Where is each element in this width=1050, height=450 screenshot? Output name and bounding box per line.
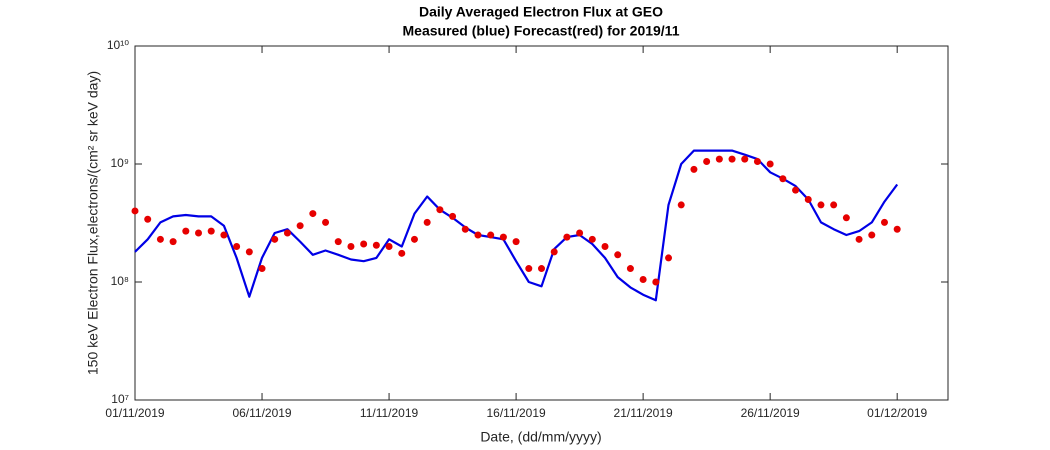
series-marker [487, 231, 495, 239]
series-marker [576, 229, 584, 237]
series-marker [207, 227, 215, 235]
series-marker [893, 225, 901, 233]
series-marker [449, 212, 457, 220]
y-tick-label: 10⁸ [111, 274, 129, 288]
series-marker [385, 242, 393, 250]
y-tick-label: 10⁹ [111, 156, 130, 170]
series-marker [601, 242, 609, 250]
series-marker [245, 248, 253, 256]
series-marker [690, 165, 698, 173]
series-marker [334, 238, 342, 246]
series-marker [372, 241, 380, 249]
series-marker [766, 160, 774, 168]
series-marker [512, 238, 520, 246]
series-marker [195, 229, 203, 237]
series-marker [322, 218, 330, 226]
series-marker [410, 235, 418, 243]
series-marker [347, 242, 355, 250]
chart-subtitle: Measured (blue) Forecast(red) for 2019/1… [403, 23, 680, 39]
series-marker [169, 238, 177, 246]
series-marker [792, 186, 800, 194]
series-marker [779, 175, 787, 183]
series-marker [233, 242, 241, 250]
series-marker [639, 275, 647, 283]
series-marker [855, 235, 863, 243]
series-marker [436, 206, 444, 214]
series-marker [144, 215, 152, 223]
series-marker [817, 201, 825, 209]
plot-frame [134, 45, 949, 401]
series-marker [360, 240, 368, 248]
y-axis-label: 150 keV Electron Flux,electrons/(cm² sr … [85, 71, 101, 375]
x-tick-label: 01/12/2019 [867, 406, 927, 420]
series-marker [461, 225, 469, 233]
series-marker [626, 265, 634, 273]
chart-title: Daily Averaged Electron Flux at GEO [419, 4, 663, 20]
series-marker [703, 157, 711, 165]
series-marker [830, 201, 838, 209]
x-tick-label: 16/11/2019 [487, 406, 546, 420]
series-marker [156, 235, 164, 243]
x-tick-label: 06/11/2019 [232, 406, 291, 420]
series-marker [842, 214, 850, 222]
y-tick-label: 10¹⁰ [107, 38, 129, 52]
series-marker [728, 155, 736, 163]
series-marker [283, 229, 291, 237]
series-marker [474, 231, 482, 239]
series-marker [499, 233, 507, 241]
series-marker [880, 218, 888, 226]
series-marker [753, 157, 761, 165]
series-marker [271, 235, 279, 243]
series-marker [538, 265, 545, 273]
x-axis-label: Date, (dd/mm/yyyy) [480, 429, 601, 445]
series-marker [258, 265, 266, 273]
series-marker [525, 265, 533, 273]
series-marker [715, 155, 723, 163]
series-marker [131, 207, 139, 215]
series-marker [220, 231, 228, 239]
series-marker [296, 222, 304, 230]
series-marker [741, 155, 749, 163]
series-marker [398, 249, 406, 257]
series-marker [677, 201, 685, 209]
series-marker [804, 196, 812, 204]
y-tick-label: 10⁷ [111, 392, 129, 406]
x-tick-label: 11/11/2019 [360, 406, 419, 420]
series-marker [588, 235, 596, 243]
x-tick-label: 21/11/2019 [614, 406, 673, 420]
series-marker [652, 278, 660, 286]
series-marker [550, 248, 558, 256]
x-tick-label: 26/11/2019 [741, 406, 800, 420]
series-marker [182, 227, 190, 235]
x-tick-label: 01/11/2019 [105, 406, 164, 420]
series-line [134, 149, 899, 302]
series-marker [423, 218, 431, 226]
series-marker [563, 233, 571, 241]
series-marker [868, 231, 876, 239]
series-marker [614, 251, 622, 259]
series-marker [665, 254, 673, 262]
series-marker [309, 210, 317, 218]
